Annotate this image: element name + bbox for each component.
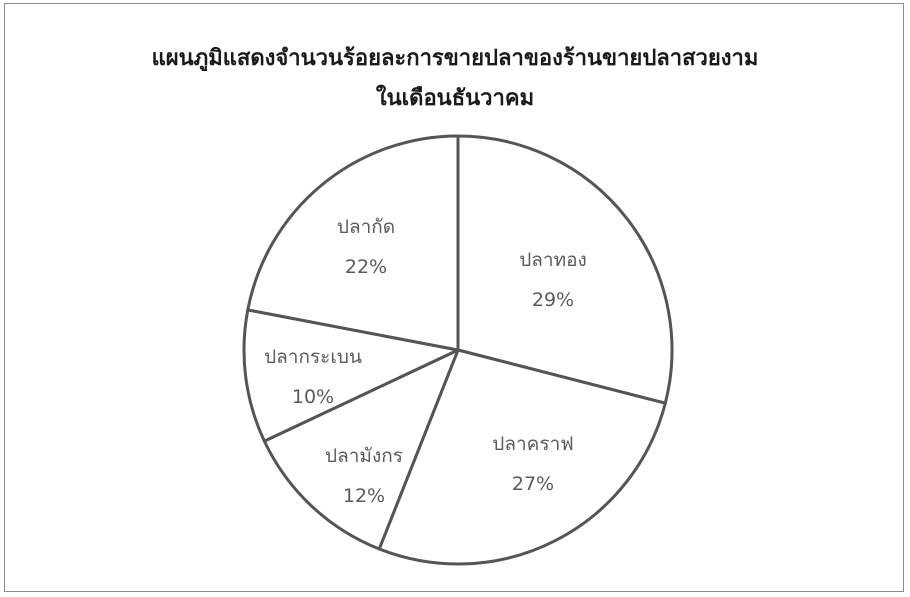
chart-title-line-1: แผนภูมิแสดงจำนวนร้อยละการขายปลาของร้านขา… (151, 46, 759, 71)
slice-value-label: 12% (343, 485, 385, 507)
pie-slice (246, 134, 460, 352)
slice-label: ปลาทอง (519, 249, 587, 271)
slice-value-label: 29% (532, 289, 574, 311)
slice-value-label: 27% (512, 473, 554, 495)
slice-label: ปลามังกร (325, 445, 403, 467)
slice-label: ปลากระเบน (264, 346, 362, 368)
pie-slice (456, 134, 674, 405)
slice-value-label: 22% (345, 256, 387, 278)
slice-label: ปลากัด (337, 216, 395, 238)
slice-value-label: 10% (292, 386, 334, 408)
pie-labels: ปลาทอง 29% ปลาคราฟ 27% ปลามังกร 12% ปลากระเบน 1… (264, 216, 587, 507)
pie-slice (262, 348, 460, 551)
pie-slices (242, 134, 674, 566)
pie-slice (377, 348, 667, 566)
pie-slice (242, 308, 460, 443)
chart-title-line-2: ในเดือนธันวาคม (375, 86, 535, 111)
slice-label: ปลาคราฟ (492, 433, 573, 455)
